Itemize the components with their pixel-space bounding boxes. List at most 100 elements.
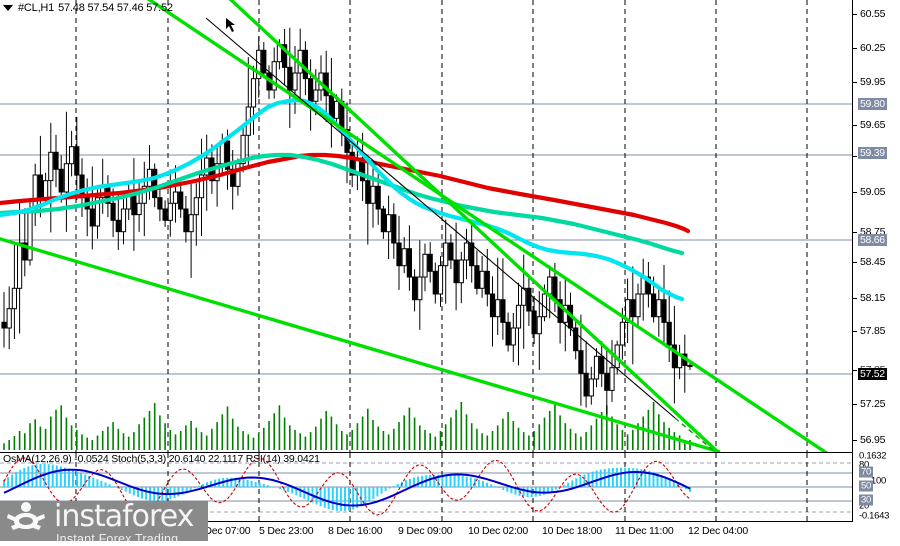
caret-down-icon[interactable] (3, 5, 13, 11)
price-tick-label: 59.05 (860, 186, 886, 198)
candle (360, 157, 366, 182)
candle (349, 151, 355, 176)
candle (573, 327, 579, 352)
candle (391, 214, 397, 244)
candle (198, 174, 205, 199)
candle (396, 242, 402, 267)
candle (287, 66, 293, 91)
price-chart-canvas (0, 0, 852, 452)
candle (58, 168, 64, 193)
time-tick-label: 11 Dec 11:00 (615, 525, 674, 537)
candle (48, 151, 54, 182)
price-chart-pane[interactable]: #CL,H1 57.48 57.54 57.46 57.52 (0, 0, 852, 452)
candle (334, 100, 340, 119)
candle (432, 270, 438, 295)
candle (489, 293, 496, 318)
candle (110, 202, 116, 221)
candle (178, 191, 184, 210)
level-70-badge: 70 (859, 466, 873, 478)
candle (552, 276, 558, 301)
candle (609, 367, 615, 391)
candle (515, 304, 522, 329)
candle (495, 299, 501, 318)
price-tick-label: 57.25 (860, 398, 886, 410)
candle (136, 202, 142, 216)
candle (578, 350, 584, 374)
candle (510, 327, 516, 346)
candle (63, 163, 70, 193)
candle (469, 242, 475, 267)
candle (604, 372, 610, 391)
candle (635, 293, 641, 318)
candle (593, 355, 600, 380)
candle (235, 163, 241, 187)
price-tick-label: 59.95 (860, 76, 886, 88)
candle (443, 242, 449, 267)
time-tick-label: 10 Dec 02:00 (468, 525, 529, 537)
candle (302, 49, 308, 80)
price-tick-label: 58.45 (860, 256, 886, 268)
time-tick-label: 10 Dec 18:00 (542, 525, 603, 537)
rsi-line (3, 468, 691, 507)
ma-mid-line (0, 152, 685, 256)
price-tick-label: 60.25 (860, 42, 886, 54)
indicator-canvas (0, 453, 852, 521)
candle (17, 242, 23, 289)
level-80-label: 80 (859, 459, 869, 471)
candle (531, 310, 537, 335)
level-100-label: 100 (871, 475, 886, 487)
osma-max-label: 0.1632 (859, 450, 887, 462)
candle (282, 44, 288, 68)
candle (422, 253, 428, 278)
price-tick-label: 60.55 (860, 8, 886, 20)
candle (437, 265, 444, 295)
candle (43, 180, 49, 199)
candle (188, 214, 194, 233)
candle (261, 49, 267, 74)
time-tick-label: 12 Dec 04:00 (688, 525, 749, 537)
candle (474, 265, 480, 289)
candle (484, 270, 490, 295)
time-tick-label: 8 Dec 16:00 (328, 525, 383, 537)
current-price-badge[interactable]: 57.52 (858, 368, 887, 380)
price-level-badge[interactable]: 59.80 (858, 98, 887, 110)
symbol-label: #CL,H1 (18, 2, 55, 14)
candle (687, 364, 693, 368)
cursor-arrow-icon (226, 18, 235, 32)
candle (115, 219, 121, 233)
level-30-badge: 30 (859, 494, 873, 506)
candle (417, 276, 423, 301)
candle (661, 299, 667, 323)
time-tick-label: 5 Dec 07:00 (196, 525, 251, 537)
candle (557, 299, 563, 323)
time-tick-label: 5 Dec 23:00 (259, 525, 314, 537)
candle (292, 72, 298, 91)
candle (162, 208, 168, 221)
price-level-badge[interactable]: 59.39 (858, 147, 887, 159)
candle (74, 146, 80, 176)
candle (406, 248, 412, 278)
candle (536, 316, 542, 335)
candle (167, 202, 173, 221)
candle (547, 276, 553, 295)
price-scale[interactable]: 60.55 60.25 59.95 59.65 59.39 59.05 58.7… (852, 0, 900, 452)
candle (625, 299, 631, 323)
candle (94, 197, 101, 227)
candle (370, 185, 376, 204)
price-level-badge[interactable]: 58.66 (858, 234, 887, 246)
candle (37, 174, 43, 199)
candle (375, 185, 381, 210)
candle (240, 134, 246, 165)
price-tick-label: 57.85 (860, 325, 886, 337)
candle (619, 321, 625, 346)
candle (412, 276, 418, 301)
price-tick-label: 59.65 (860, 119, 886, 131)
candle (645, 276, 651, 295)
horizontal-gridlines (0, 103, 852, 375)
candle (11, 287, 17, 310)
price-tick-label: 56.95 (860, 434, 886, 446)
candle (666, 321, 672, 346)
candle (380, 208, 386, 233)
symbol-header: #CL,H1 57.48 57.54 57.46 57.52 (3, 1, 173, 15)
